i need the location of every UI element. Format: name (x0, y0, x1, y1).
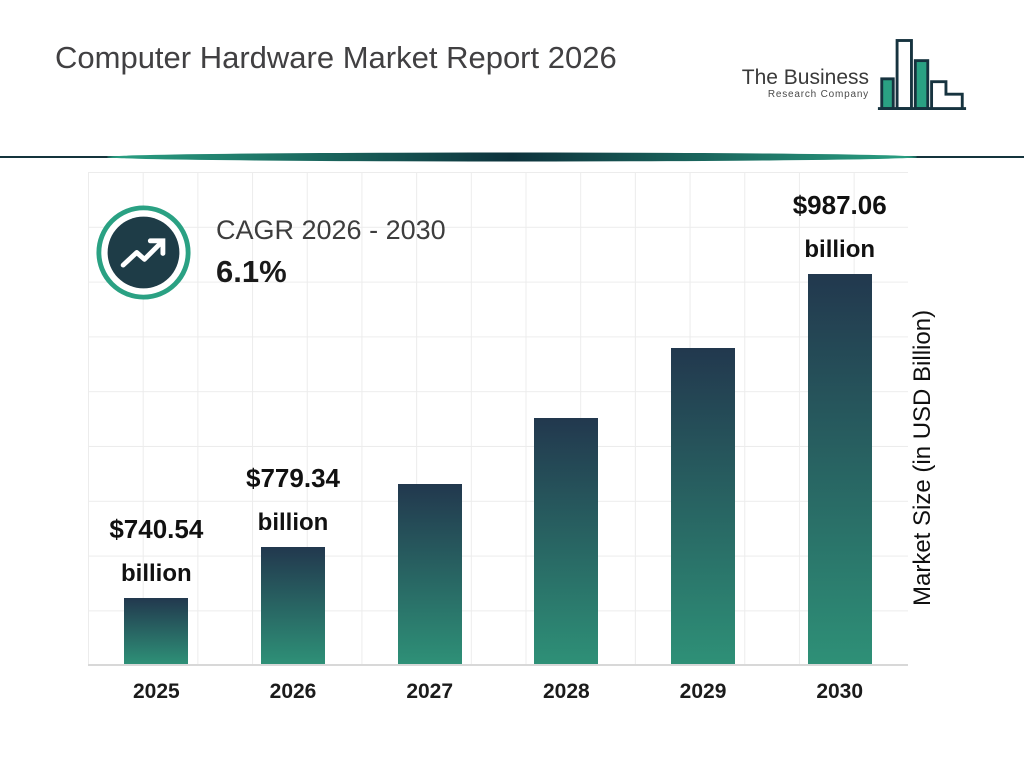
bar-chart-logo-icon (877, 39, 967, 110)
logo-line2: Research Company (767, 89, 869, 101)
bar-2030 (807, 274, 872, 664)
page-title: Computer Hardware Market Report 2026 (55, 40, 617, 75)
header-divider (0, 152, 1024, 162)
x-tick-label-2029: 2029 (679, 680, 727, 703)
x-tick-label-2028: 2028 (542, 680, 590, 703)
bar-column-2030: $987.06 billion (771, 190, 908, 664)
cagr-label: CAGR 2026 - 2030 (216, 215, 446, 245)
bar-unit-text: billion (804, 236, 876, 263)
x-tick-label-2030: 2030 (816, 680, 864, 703)
bar-column-2025: $740.54 billion (88, 514, 225, 664)
company-logo: The Business Research Company (742, 36, 968, 114)
bar-column-2028 (498, 418, 635, 664)
cagr-badge: CAGR 2026 - 2030 6.1% (95, 204, 446, 301)
x-tick-label-2025: 2025 (132, 680, 180, 703)
bar-column-2026: $779.34 billion (225, 463, 362, 664)
cagr-value: 6.1% (216, 254, 287, 289)
bar-value-text: $740.54 (109, 514, 204, 544)
x-axis: 2025 2026 2027 2028 2029 2030 (88, 680, 908, 704)
plot-area: $740.54 billion $779.34 billion $987.06 billi… (88, 172, 908, 666)
logo-line1: The Business (741, 66, 869, 89)
growth-trend-arrow-icon (96, 205, 191, 300)
bar-2026 (261, 547, 325, 664)
bar-2028 (534, 418, 599, 664)
bar-column-2027 (361, 484, 498, 664)
bar-data-label: $779.34 billion (246, 463, 340, 537)
cagr-text: CAGR 2026 - 2030 6.1% (216, 215, 446, 290)
bar-2027 (397, 484, 462, 664)
x-tick-label-2027: 2027 (406, 680, 454, 703)
bar-data-label: $740.54 billion (109, 514, 203, 588)
bar-column-2029 (635, 348, 772, 664)
x-tick-label-2026: 2026 (269, 680, 317, 703)
bar-2025 (124, 598, 189, 664)
bar-unit-text: billion (257, 509, 329, 536)
logo-text: The Business Research Company (742, 66, 869, 100)
bar-value-text: $987.06 (792, 190, 887, 220)
bar-2029 (671, 348, 736, 664)
bar-data-label: $987.06 billion (793, 190, 887, 264)
y-axis-label: Market Size (in USD Billion) (909, 309, 936, 606)
bar-chart: $740.54 billion $779.34 billion $987.06 billi… (88, 172, 908, 704)
bar-value-text: $779.34 (246, 463, 340, 493)
bar-unit-text: billion (121, 560, 192, 587)
